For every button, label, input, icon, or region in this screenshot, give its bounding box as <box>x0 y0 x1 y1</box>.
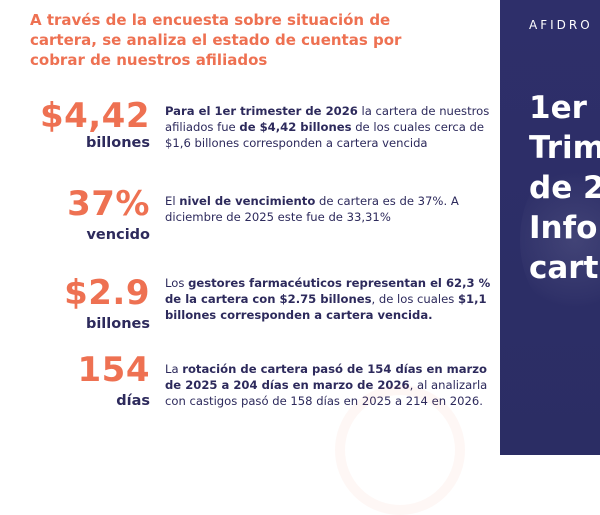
desc-bold: gestores farmacéuticos representan el 62… <box>165 276 491 306</box>
content-panel: A través de la encuesta sobre situación … <box>30 10 495 515</box>
panel-title: 1er Trim de 2 Info cart <box>529 88 600 288</box>
background-photo-shape <box>520 160 600 320</box>
desc-text: , de los cuales <box>371 292 458 306</box>
stat-description: Los gestores farmacéuticos representan e… <box>165 275 495 323</box>
desc-text: de cartera es de 37%. A diciembre de 202… <box>165 194 459 224</box>
panel-title-line: de 2 <box>529 170 600 206</box>
stat-description: Para el 1er trimester de 2026 la cartera… <box>165 103 495 151</box>
desc-text: Los <box>165 276 189 290</box>
headline-line: A través de la encuesta sobre situación … <box>30 11 391 29</box>
stat-value: 37% <box>67 184 150 224</box>
desc-bold: nivel de vencimiento <box>179 194 316 208</box>
stat-rotation-days: 154 días <box>30 352 150 410</box>
headline-line: cobrar de nuestros afiliados <box>30 51 268 69</box>
decorative-ring <box>335 385 465 515</box>
stat-overdue-level: 37% vencido <box>30 186 150 244</box>
desc-bold: rotación de cartera pasó de 154 días en … <box>165 362 487 392</box>
stat-unit: vencido <box>86 227 150 243</box>
desc-text: El <box>165 194 180 208</box>
desc-text: la cartera de nuestros afiliados fue <box>165 104 490 134</box>
stat-description: La rotación de cartera pasó de 154 días … <box>165 361 495 409</box>
desc-bold: de $4,42 billones <box>239 120 352 134</box>
headline: A través de la encuesta sobre situación … <box>30 10 490 70</box>
title-panel: AFIDRO 1er Trim de 2 Info cart <box>500 0 600 455</box>
panel-title-line: Trim <box>529 130 600 166</box>
desc-bold: Para el 1er trimester de 2026 <box>165 104 358 118</box>
panel-title-line: 1er <box>529 90 587 126</box>
desc-text: de los cuales cerca de $1,6 billones cor… <box>165 120 485 150</box>
stat-pharma-managers: $2.9 billones <box>30 275 150 333</box>
stat-value: $2.9 <box>64 273 150 313</box>
stat-unit: billones <box>85 135 150 151</box>
panel-title-line: Info <box>529 210 598 246</box>
desc-text: La <box>165 362 183 376</box>
stat-value: $4,42 <box>39 96 150 136</box>
stat-total-portfolio: $4,42 billones <box>30 98 150 152</box>
panel-title-line: cart <box>529 250 599 286</box>
stat-value: 154 <box>77 350 150 390</box>
stat-unit: billones <box>85 316 150 332</box>
stat-unit: días <box>116 393 150 409</box>
brand-logo: AFIDRO <box>529 18 593 32</box>
headline-line: cartera, se analiza el estado de cuentas… <box>30 31 402 49</box>
stat-description: El nivel de vencimiento de cartera es de… <box>165 193 495 225</box>
desc-bold: $1,1 billones corresponden a cartera ven… <box>165 292 487 322</box>
